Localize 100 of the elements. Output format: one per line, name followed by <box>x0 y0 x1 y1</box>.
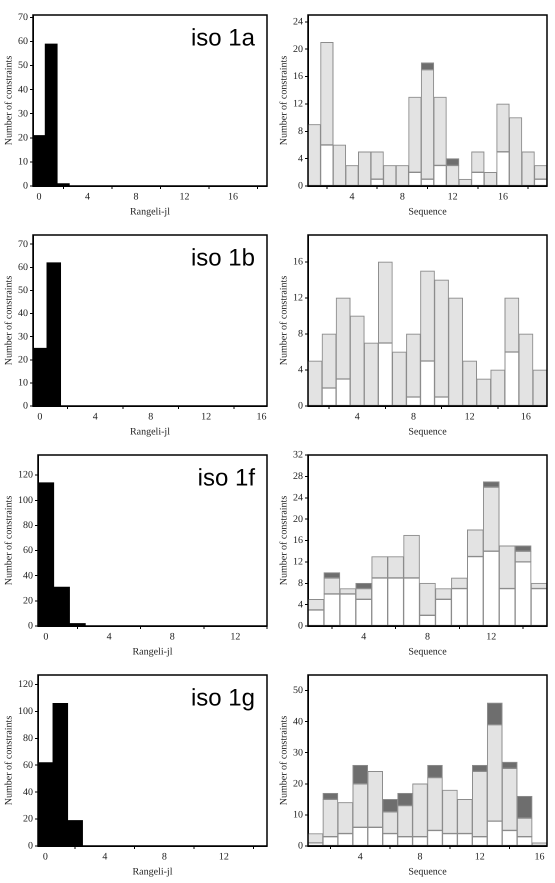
x-tick-label: 12 <box>218 852 229 863</box>
y-axis-title: Number of constraints <box>278 56 290 146</box>
y-tick-label: 100 <box>18 494 33 506</box>
y-tick-label: 0 <box>298 840 303 852</box>
y-axis-title: Number of constraints <box>4 716 15 806</box>
y-tick-label: 10 <box>293 810 303 821</box>
y-tick-label: 20 <box>18 354 28 366</box>
y-tick-label: 60 <box>23 545 33 556</box>
x-axis-title: Sequence <box>408 426 448 438</box>
y-tick-label: 70 <box>18 238 28 250</box>
y-tick-label: 12 <box>293 292 303 304</box>
x-tick-label: 8 <box>400 192 405 203</box>
y-axis-title: Number of constraints <box>278 496 290 586</box>
y-axis-title: Number of constraints <box>4 496 15 586</box>
annotation: iso 1f <box>198 464 256 492</box>
y-tick-label: 0 <box>298 180 303 192</box>
annotation: iso 1a <box>190 24 256 52</box>
x-tick-label: 12 <box>474 852 485 863</box>
annotation: iso 1g <box>190 684 255 712</box>
y-tick-label: 120 <box>18 470 33 481</box>
y-tick-label: 16 <box>293 71 303 82</box>
y-tick-label: 40 <box>18 308 28 320</box>
y-tick-label: 120 <box>18 679 33 690</box>
y-axis-title: Number of constraints <box>4 276 15 366</box>
x-axis-title: Sequence <box>408 866 448 878</box>
y-tick-label: 30 <box>293 747 303 758</box>
x-tick-label: 4 <box>350 192 355 203</box>
y-tick-label: 20 <box>23 595 33 606</box>
x-tick-label: 4 <box>354 412 360 423</box>
y-tick-label: 24 <box>293 492 303 504</box>
y-tick-label: 0 <box>28 620 33 632</box>
y-axis-title: Number of constraints <box>4 56 15 146</box>
y-tick-label: 12 <box>293 556 303 568</box>
y-tick-label: 20 <box>293 44 303 55</box>
y-tick-label: 24 <box>293 16 303 28</box>
y-tick-label: 30 <box>18 108 28 120</box>
y-tick-label: 0 <box>298 400 303 412</box>
y-tick-label: 10 <box>18 378 28 389</box>
x-tick-label: 0 <box>43 632 48 643</box>
y-tick-label: 4 <box>298 599 303 610</box>
y-tick-label: 20 <box>18 132 28 144</box>
x-axis-title: Rangeli-jl <box>132 866 173 878</box>
y-tick-label: 16 <box>293 256 303 268</box>
x-tick-label: 4 <box>85 192 90 203</box>
x-tick-label: 4 <box>358 852 363 863</box>
y-tick-label: 16 <box>293 535 303 546</box>
x-tick-label: 4 <box>92 412 98 423</box>
x-axis-title: Sequence <box>408 646 448 658</box>
y-tick-label: 40 <box>293 716 303 728</box>
y-tick-label: 80 <box>23 732 33 744</box>
y-tick-label: 8 <box>298 578 303 589</box>
y-tick-label: 80 <box>23 520 33 532</box>
y-tick-label: 60 <box>23 760 33 771</box>
y-tick-label: 8 <box>298 328 303 340</box>
y-tick-label: 4 <box>298 153 303 164</box>
x-tick-label: 16 <box>256 412 266 423</box>
y-tick-label: 100 <box>18 706 33 717</box>
y-axis-title: Number of constraints <box>278 716 290 806</box>
y-tick-label: 50 <box>18 285 28 296</box>
y-tick-label: 20 <box>293 778 303 790</box>
y-tick-label: 50 <box>293 685 303 696</box>
x-axis-title: Rangeli-jl <box>130 426 170 438</box>
y-tick-label: 0 <box>23 400 28 412</box>
y-tick-label: 20 <box>293 514 303 525</box>
y-tick-label: 0 <box>28 840 33 852</box>
x-tick-label: 4 <box>106 632 112 643</box>
x-tick-label: 8 <box>170 632 175 643</box>
x-tick-label: 12 <box>230 632 240 643</box>
x-tick-label: 16 <box>534 852 545 863</box>
x-tick-label: 12 <box>486 632 496 643</box>
y-tick-label: 50 <box>18 60 28 72</box>
x-tick-label: 8 <box>418 852 423 863</box>
x-tick-label: 16 <box>520 412 531 423</box>
y-tick-label: 10 <box>18 156 28 168</box>
x-tick-label: 12 <box>448 192 458 203</box>
y-tick-label: 12 <box>293 98 303 110</box>
y-tick-label: 40 <box>23 786 33 798</box>
x-tick-label: 12 <box>464 412 475 423</box>
y-tick-label: 20 <box>23 814 33 825</box>
x-tick-label: 8 <box>134 192 139 203</box>
y-tick-label: 0 <box>298 620 303 632</box>
annotation: iso 1b <box>190 244 255 272</box>
y-tick-label: 28 <box>293 471 303 482</box>
x-axis-title: Sequence <box>408 206 448 218</box>
y-tick-label: 60 <box>18 262 28 273</box>
y-tick-label: 32 <box>293 450 303 461</box>
x-tick-label: 8 <box>410 412 416 423</box>
y-tick-label: 40 <box>18 84 28 96</box>
x-tick-label: 4 <box>361 632 366 643</box>
x-tick-label: 8 <box>148 412 154 423</box>
y-tick-label: 8 <box>298 126 303 137</box>
x-axis-title: Rangeli-jl <box>130 206 170 218</box>
x-tick-label: 8 <box>425 632 430 643</box>
y-tick-label: 30 <box>18 331 28 342</box>
x-tick-label: 12 <box>180 192 190 203</box>
x-tick-label: 0 <box>36 192 42 203</box>
x-tick-label: 12 <box>201 412 212 423</box>
y-tick-label: 4 <box>298 364 303 376</box>
x-tick-label: 0 <box>37 412 42 423</box>
y-tick-label: 60 <box>18 36 28 48</box>
